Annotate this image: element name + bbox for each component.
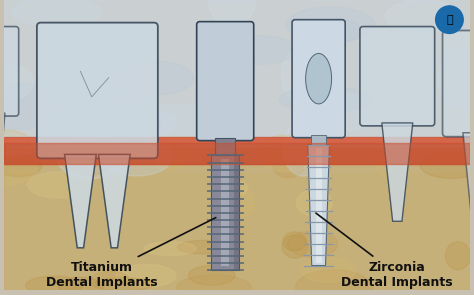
Ellipse shape xyxy=(301,257,356,282)
FancyBboxPatch shape xyxy=(292,20,345,138)
Ellipse shape xyxy=(0,130,32,158)
Polygon shape xyxy=(382,123,413,221)
Ellipse shape xyxy=(0,155,42,177)
Ellipse shape xyxy=(0,154,37,186)
Bar xyxy=(311,135,327,145)
Ellipse shape xyxy=(212,179,248,196)
Ellipse shape xyxy=(0,65,33,99)
Ellipse shape xyxy=(420,153,474,178)
Ellipse shape xyxy=(0,83,56,130)
FancyBboxPatch shape xyxy=(37,23,158,158)
Bar xyxy=(4,137,470,164)
Bar xyxy=(4,0,470,172)
Ellipse shape xyxy=(145,242,196,256)
Text: Titanium
Dental Implants: Titanium Dental Implants xyxy=(46,218,216,289)
Ellipse shape xyxy=(92,271,129,286)
Circle shape xyxy=(436,6,463,33)
Polygon shape xyxy=(308,145,329,266)
Bar xyxy=(234,155,239,271)
Ellipse shape xyxy=(188,266,235,285)
Bar xyxy=(211,155,239,271)
Ellipse shape xyxy=(79,105,176,140)
Ellipse shape xyxy=(446,242,470,270)
Ellipse shape xyxy=(83,98,161,146)
Ellipse shape xyxy=(375,151,395,176)
Ellipse shape xyxy=(438,49,474,108)
Ellipse shape xyxy=(92,278,154,291)
Ellipse shape xyxy=(286,7,374,43)
FancyBboxPatch shape xyxy=(360,27,435,126)
Ellipse shape xyxy=(282,49,317,101)
Polygon shape xyxy=(0,113,5,192)
FancyBboxPatch shape xyxy=(0,27,18,116)
Ellipse shape xyxy=(26,276,83,295)
Ellipse shape xyxy=(116,61,193,95)
Ellipse shape xyxy=(116,264,176,287)
Ellipse shape xyxy=(296,190,332,216)
Ellipse shape xyxy=(273,157,303,178)
Polygon shape xyxy=(463,133,474,221)
Bar xyxy=(215,138,235,155)
Ellipse shape xyxy=(65,142,117,175)
Ellipse shape xyxy=(209,0,255,25)
Bar xyxy=(4,148,470,290)
Ellipse shape xyxy=(288,231,338,257)
Text: Zirconia
Dental Implants: Zirconia Dental Implants xyxy=(316,213,453,289)
Ellipse shape xyxy=(296,270,373,295)
Ellipse shape xyxy=(134,104,219,142)
FancyBboxPatch shape xyxy=(443,30,474,137)
Ellipse shape xyxy=(59,277,103,295)
Polygon shape xyxy=(64,154,96,248)
Ellipse shape xyxy=(101,137,173,176)
Ellipse shape xyxy=(283,232,306,251)
Ellipse shape xyxy=(257,135,315,172)
Ellipse shape xyxy=(147,136,210,164)
Ellipse shape xyxy=(270,146,295,162)
Bar xyxy=(221,159,229,266)
Ellipse shape xyxy=(386,0,459,33)
Bar xyxy=(316,148,321,263)
Ellipse shape xyxy=(306,53,332,104)
Ellipse shape xyxy=(309,19,362,43)
Ellipse shape xyxy=(27,172,92,198)
Text: 🦷: 🦷 xyxy=(446,15,453,25)
Bar xyxy=(4,142,470,164)
Ellipse shape xyxy=(283,121,324,176)
Ellipse shape xyxy=(177,240,233,254)
Polygon shape xyxy=(99,154,130,248)
Ellipse shape xyxy=(307,92,374,132)
Bar xyxy=(4,138,470,142)
Ellipse shape xyxy=(152,142,188,171)
Ellipse shape xyxy=(232,189,255,217)
Ellipse shape xyxy=(56,132,126,179)
Ellipse shape xyxy=(12,0,102,27)
Ellipse shape xyxy=(279,87,373,112)
FancyBboxPatch shape xyxy=(197,22,254,141)
Ellipse shape xyxy=(176,275,252,295)
Ellipse shape xyxy=(282,235,308,258)
Ellipse shape xyxy=(222,36,297,64)
Ellipse shape xyxy=(0,136,46,156)
